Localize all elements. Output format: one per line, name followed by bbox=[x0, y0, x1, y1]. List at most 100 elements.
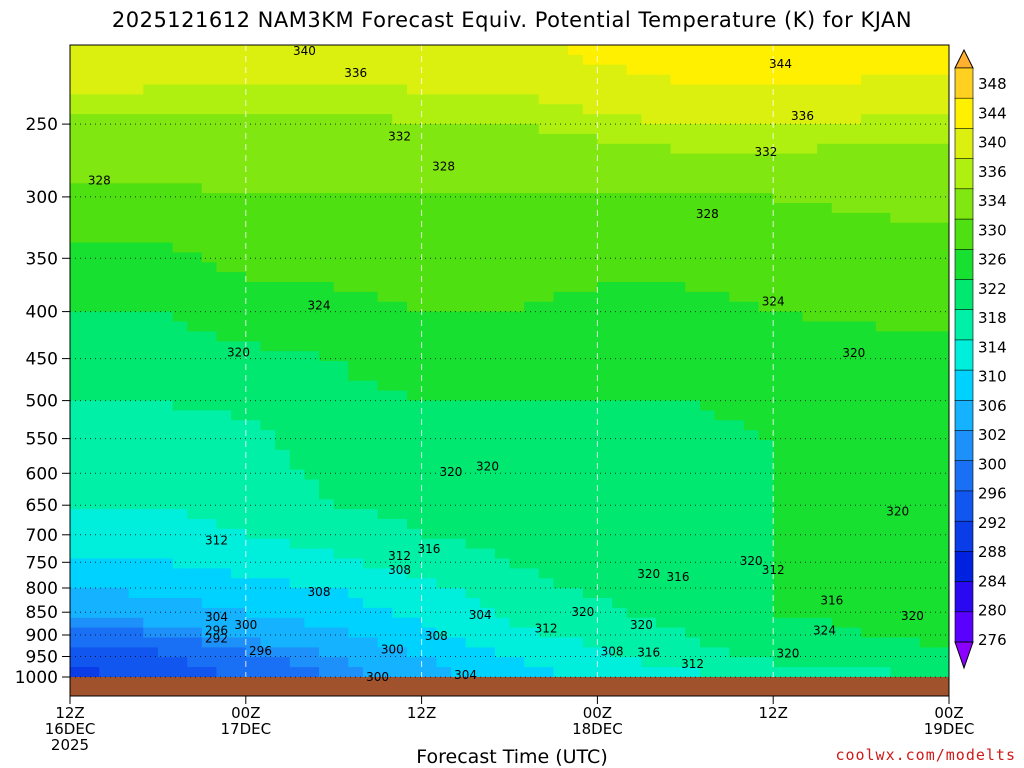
field-cell bbox=[700, 598, 716, 609]
field-cell bbox=[846, 114, 862, 125]
field-cell bbox=[231, 321, 247, 332]
field-cell bbox=[641, 499, 657, 510]
field-cell bbox=[802, 114, 818, 125]
field-cell bbox=[319, 400, 335, 411]
field-cell bbox=[538, 212, 555, 224]
field-cell bbox=[641, 262, 657, 273]
field-cell bbox=[128, 617, 144, 629]
field-cell bbox=[392, 430, 408, 441]
field-cell bbox=[670, 568, 686, 579]
field-cell bbox=[831, 657, 847, 668]
field-cell bbox=[817, 153, 833, 165]
field-cell bbox=[890, 647, 906, 658]
field-cell bbox=[656, 607, 672, 619]
field-cell bbox=[407, 341, 423, 352]
field-cell bbox=[319, 104, 335, 115]
field-cell bbox=[465, 627, 481, 639]
field-cell bbox=[553, 499, 569, 510]
field-cell bbox=[773, 74, 789, 86]
field-cell bbox=[157, 469, 174, 481]
field-cell bbox=[70, 361, 86, 372]
field-cell bbox=[480, 479, 496, 490]
field-cell bbox=[612, 183, 628, 194]
field-cell bbox=[157, 598, 174, 609]
field-cell bbox=[641, 459, 657, 471]
field-cell bbox=[875, 499, 891, 510]
field-cell bbox=[582, 143, 598, 155]
field-cell bbox=[524, 124, 540, 135]
field-cell bbox=[729, 291, 745, 303]
field-cell bbox=[436, 361, 452, 372]
field-cell bbox=[875, 538, 891, 550]
field-cell bbox=[787, 667, 804, 677]
field-cell bbox=[494, 489, 511, 500]
field-cell bbox=[612, 617, 628, 629]
field-cell bbox=[934, 272, 949, 283]
field-cell bbox=[743, 390, 760, 402]
field-cell bbox=[465, 489, 481, 500]
field-cell bbox=[99, 578, 115, 589]
field-cell bbox=[407, 667, 423, 677]
field-cell bbox=[846, 607, 862, 619]
field-cell bbox=[201, 114, 218, 125]
field-cell bbox=[70, 45, 86, 56]
field-cell bbox=[70, 528, 86, 540]
field-cell bbox=[743, 262, 760, 273]
field-cell bbox=[114, 291, 130, 303]
field-cell bbox=[729, 548, 745, 560]
field-cell bbox=[187, 440, 203, 451]
field-cell bbox=[743, 84, 760, 95]
field-cell bbox=[84, 637, 100, 648]
field-cell bbox=[187, 143, 203, 155]
field-cell bbox=[465, 430, 481, 441]
field-cell bbox=[245, 291, 262, 303]
field-cell bbox=[392, 331, 408, 342]
field-cell bbox=[861, 282, 877, 293]
field-cell bbox=[465, 410, 481, 421]
field-cell bbox=[685, 173, 701, 184]
field-cell bbox=[363, 430, 379, 441]
field-cell bbox=[480, 430, 496, 441]
field-cell bbox=[392, 153, 408, 165]
field-cell bbox=[157, 45, 174, 56]
field-cell bbox=[582, 282, 598, 293]
field-cell bbox=[626, 588, 642, 599]
field-cell bbox=[407, 400, 423, 411]
field-cell bbox=[465, 291, 481, 303]
field-cell bbox=[407, 598, 423, 609]
field-cell bbox=[392, 262, 408, 273]
field-cell bbox=[494, 469, 511, 481]
field-cell bbox=[187, 361, 203, 372]
field-cell bbox=[407, 232, 423, 244]
field-cell bbox=[685, 459, 701, 471]
field-cell bbox=[670, 143, 686, 155]
field-cell bbox=[509, 114, 525, 125]
field-cell bbox=[919, 45, 935, 56]
field-cell bbox=[612, 341, 628, 352]
field-cell bbox=[582, 104, 598, 115]
field-cell bbox=[114, 548, 130, 560]
field-cell bbox=[597, 617, 613, 629]
field-cell bbox=[802, 242, 818, 253]
field-cell bbox=[861, 94, 877, 105]
credit-link[interactable]: coolwx.com/modelts bbox=[835, 746, 1016, 764]
field-cell bbox=[465, 331, 481, 342]
field-cell bbox=[450, 479, 467, 490]
field-cell bbox=[348, 509, 364, 520]
field-cell bbox=[216, 54, 232, 66]
field-cell bbox=[700, 124, 716, 135]
field-cell bbox=[787, 489, 804, 500]
field-cell bbox=[538, 133, 555, 145]
field-cell bbox=[84, 351, 100, 362]
field-cell bbox=[538, 252, 555, 263]
field-cell bbox=[436, 331, 452, 342]
field-cell bbox=[817, 479, 833, 490]
field-cell bbox=[128, 370, 144, 382]
field-cell bbox=[846, 370, 862, 382]
field-cell bbox=[465, 528, 481, 540]
field-cell bbox=[128, 54, 144, 66]
field-cell bbox=[890, 519, 906, 530]
field-cell bbox=[304, 370, 320, 382]
field-cell bbox=[363, 321, 379, 332]
field-cell bbox=[377, 242, 393, 253]
